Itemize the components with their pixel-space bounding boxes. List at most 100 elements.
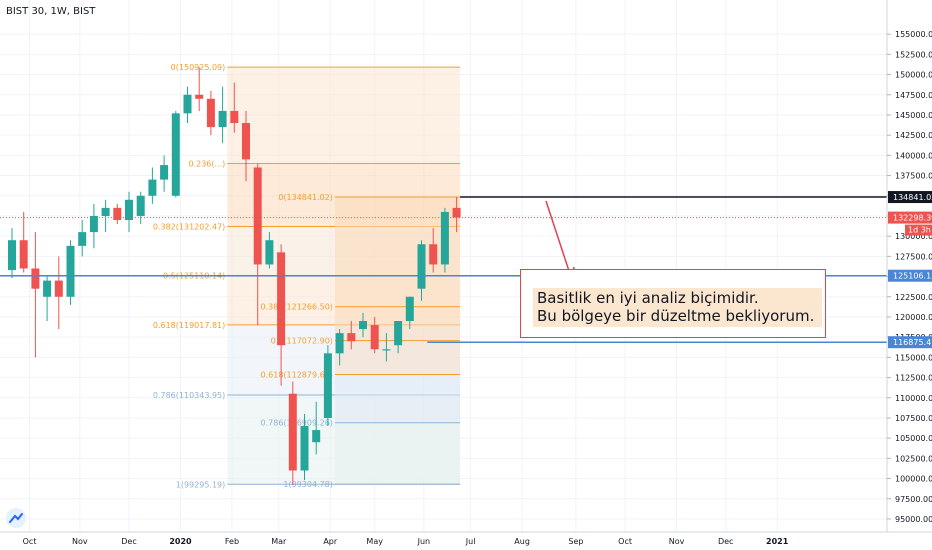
candle-body	[288, 393, 297, 471]
candle-body	[89, 215, 98, 233]
fib-2-level-label: 0.382(121266.50)	[261, 303, 333, 312]
fib-2-level-label: 0(134841.02)	[278, 193, 333, 202]
price-tick-label: 107500.00	[895, 414, 932, 423]
candle-body	[242, 123, 250, 160]
time-tick-label: Oct	[23, 537, 37, 546]
candle-body	[195, 94, 204, 99]
price-tick-label: 147500.00	[895, 91, 932, 100]
fib-1-band	[227, 67, 461, 164]
price-tick-label: 95000.00	[895, 515, 932, 524]
price-tick-label: 152500.00	[895, 50, 932, 59]
level-tag-label: 125106.15	[893, 272, 932, 281]
price-tick-label: 112500.00	[895, 374, 932, 383]
annotation-text[interactable]: Basitlik en iyi analiz biçimidir. Bu böl…	[533, 288, 823, 327]
candle-body	[277, 252, 286, 346]
fib-1-level-label: 0.786(110343.95)	[153, 391, 225, 400]
time-tick-label: Oct	[618, 537, 632, 546]
candle-body	[335, 333, 344, 354]
candle-body	[347, 333, 356, 342]
candle-body	[300, 426, 309, 471]
candle-body	[323, 353, 332, 418]
candle-body	[312, 430, 321, 443]
annotation-line-1: Basitlik en iyi analiz biçimidir.	[537, 289, 759, 307]
candle-body	[417, 244, 426, 289]
price-tick-label: 137500.00	[895, 172, 932, 181]
price-tick-label: 102500.00	[895, 454, 932, 463]
candle-body	[405, 296, 414, 321]
candle-body	[440, 211, 449, 265]
time-tick-label: Mar	[271, 537, 287, 546]
candle-body	[429, 244, 438, 265]
time-tick-label: Apr	[323, 537, 338, 546]
price-tick-label: 127500.00	[895, 252, 932, 261]
candle-body	[370, 325, 379, 350]
price-axis	[887, 0, 932, 532]
candle-body	[125, 199, 133, 220]
level-tag	[888, 336, 932, 349]
fib-2-level-label: 1(99304.78)	[283, 480, 333, 489]
fib-1-level-label: 0.618(119017.81)	[153, 321, 225, 330]
time-tick-label: Jul	[465, 537, 476, 546]
last-price-tag	[888, 211, 932, 224]
candle-body	[253, 167, 262, 265]
candle-body	[359, 321, 367, 330]
candle-body	[136, 195, 145, 216]
arrow-shaft	[545, 200, 571, 275]
time-tick-label: Dec	[718, 537, 733, 546]
last-price-tag-label: 132298.39	[893, 214, 932, 223]
candle-body	[183, 94, 192, 114]
fib-1-level-label: 1(99295.19)	[176, 480, 226, 489]
countdown-label: 1d 3h	[908, 226, 931, 235]
fib-2-level-label: 0.5(117072.90)	[271, 337, 333, 346]
time-tick-label: 2021	[766, 537, 789, 546]
time-tick-label: Nov	[669, 537, 685, 546]
fib-2-band	[334, 374, 461, 423]
time-tick-label: Aug	[514, 537, 530, 546]
price-tick-label: 150000.00	[895, 71, 932, 80]
price-tick-label: 122500.00	[895, 293, 932, 302]
price-tick-label: 115000.00	[895, 353, 932, 362]
candle-body	[171, 113, 180, 196]
price-tick-label: 100000.00	[895, 475, 932, 484]
time-tick-label: May	[366, 537, 383, 546]
time-tick-label: Dec	[121, 537, 136, 546]
candle-body	[265, 240, 274, 265]
level-tag-label: 116875.41	[893, 338, 932, 347]
fib-2-band	[334, 422, 461, 485]
time-tick-label: Nov	[72, 537, 88, 546]
candle-body	[452, 207, 461, 218]
candle-body	[66, 245, 75, 297]
candle-body	[206, 98, 215, 128]
price-tick-label: 155000.00	[895, 30, 932, 39]
price-tick-label: 142500.00	[895, 131, 932, 140]
fib-2-band	[334, 197, 461, 307]
price-tick-label: 105000.00	[895, 434, 932, 443]
candle-body	[43, 280, 52, 297]
candle-body	[230, 110, 239, 124]
time-axis	[0, 532, 932, 550]
fib-1-level-label: 0.382(131202.47)	[153, 222, 225, 231]
tradingview-logo-icon[interactable]	[6, 508, 26, 528]
time-tick-label: Jun	[417, 537, 431, 546]
candle-body	[113, 207, 122, 220]
level-tag	[888, 191, 932, 204]
fib-1-level-label: 0(150925.09)	[171, 63, 226, 72]
candle-body	[148, 179, 157, 196]
symbol-label[interactable]: BIST 30, 1W, BIST	[6, 6, 96, 17]
candle-body	[382, 349, 391, 351]
candle-body	[8, 240, 16, 271]
candle-body	[31, 268, 40, 289]
countdown-tag	[905, 224, 932, 236]
time-tick-label: Feb	[225, 537, 239, 546]
time-tick-label: 2020	[169, 537, 192, 546]
annotation-box[interactable]: Basitlik en iyi analiz biçimidir. Bu böl…	[520, 269, 826, 338]
time-tick-label: Sep	[568, 537, 583, 546]
candle-body	[160, 165, 169, 180]
fib-2-band	[334, 340, 461, 375]
candle-body	[394, 321, 403, 346]
candle-body	[78, 232, 87, 246]
price-tick-label: 140000.00	[895, 151, 932, 160]
fib-2-level-label: 0.618(112879.62)	[261, 370, 333, 379]
price-tick-label: 110000.00	[895, 394, 932, 403]
